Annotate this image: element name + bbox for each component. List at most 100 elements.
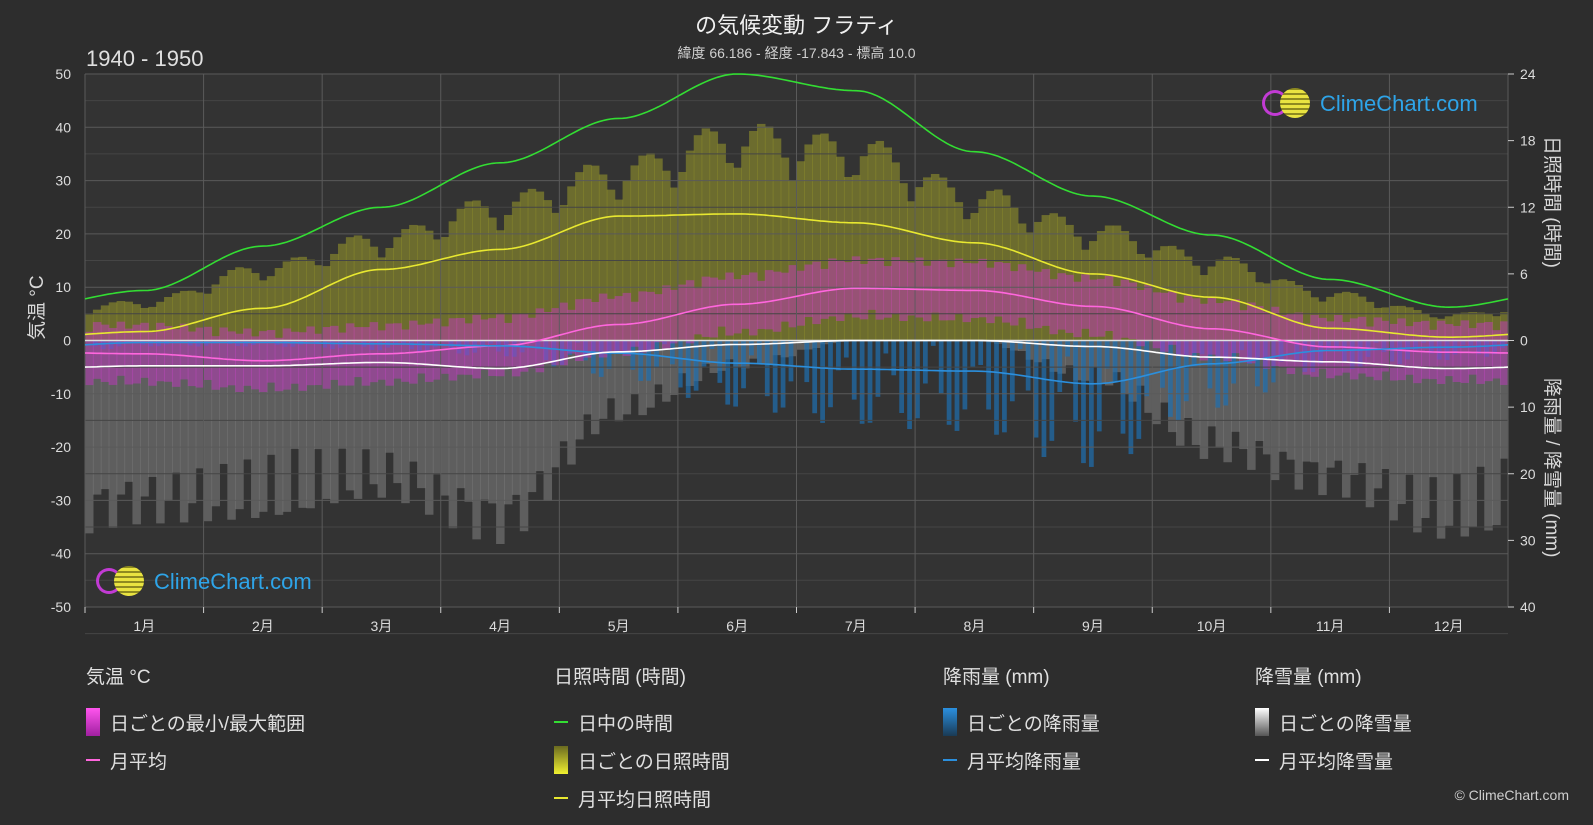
daily-snow-bar [622,340,632,415]
daily-temp-range-bar [788,265,798,328]
daily-rain-bar [1009,340,1015,402]
legend-item: 日ごとの最小/最大範囲 [86,703,305,741]
daily-temp-range-bar [1112,286,1122,341]
legend-label: 日ごとの日照時間 [578,751,730,773]
daily-rain-bar [1096,340,1102,432]
logo-bottom[interactable]: ClimeChart.com [96,566,312,598]
daily-snow-bar [330,340,339,504]
daily-rain-bar [1500,340,1505,348]
daily-sunshine-bar [1160,246,1169,341]
daily-rain-bar [772,340,778,413]
daily-sunshine-bar [1373,307,1383,341]
daily-sunshine-bar [891,162,900,341]
series-line-rain-avg [84,341,1509,385]
daily-sunshine-bar [393,237,402,341]
daily-temp-range-bar [1065,274,1074,333]
copyright[interactable]: © ClimeChart.com [1454,787,1569,803]
daily-snow-bar [1286,340,1296,460]
daily-rain-bar [1294,340,1300,362]
daily-rain-bar [899,340,905,414]
daily-sunshine-bar [1009,207,1019,341]
daily-temp-range-bar [432,318,442,380]
daily-snow-bar [1460,340,1470,537]
daily-sunshine-bar [496,230,505,341]
daily-sunshine-bar [1049,213,1058,341]
daily-temp-range-bar [1199,303,1209,361]
daily-rain-bar [883,340,889,354]
daily-snow-bar [1278,340,1288,452]
daily-temp-range-bar [361,327,371,386]
daily-snow-bar [472,340,481,540]
daily-sunshine-bar [867,144,877,341]
daily-sunshine-bar [654,158,663,341]
daily-snow-bar [266,340,276,455]
daily-snow-bar [345,340,355,491]
daily-rain-bar [1112,340,1118,382]
daily-rain-bar [598,340,604,377]
legend-item: 日ごとの降雨量 [943,703,1100,741]
daily-snow-bar [148,340,157,477]
daily-sunshine-bar [590,165,600,341]
logo-top[interactable]: ClimeChart.com [1262,88,1478,120]
daily-temp-range-bar [456,317,466,375]
daily-snow-bar [1239,340,1248,450]
daily-rain-bar [456,340,462,354]
daily-rain-bar [282,340,288,347]
climechart-logo-icon [96,566,148,598]
daily-sunshine-bar [946,187,956,341]
daily-sunshine-bar [1215,259,1224,341]
daily-rain-bar [662,340,667,345]
y-left-tick-label: 40 [55,119,71,135]
daily-sunshine-bar [1017,223,1027,341]
daily-sunshine-bar [164,296,173,341]
daily-rain-bar [1389,340,1395,362]
daily-snow-bar [116,340,126,495]
daily-temp-range-bar [1239,310,1248,363]
daily-sunshine-bar [614,199,624,341]
daily-snow-bar [590,340,600,435]
daily-sunshine-bar [1199,275,1209,341]
daily-snow-bar [1231,340,1240,432]
daily-sunshine-bar [543,200,553,341]
daily-snow-bar [583,340,592,415]
daily-snow-bar [662,340,671,402]
daily-snow-bar [314,340,323,450]
daily-snow-bar [606,340,616,399]
daily-rain-bar [1326,340,1331,350]
daily-temp-range-bar [780,272,790,322]
daily-sunshine-bar [938,177,948,341]
daily-rain-bar [1057,340,1063,392]
daily-rain-bar [820,340,825,423]
series-line-daylight [84,73,1509,309]
legend-label: 月平均降雪量 [1279,751,1394,773]
daily-rain-bar [377,340,383,351]
daily-rain-bar [1168,340,1173,417]
daily-rain-bar [551,340,557,367]
daily-sunshine-bar [575,172,584,341]
daily-temp-range-bar [994,261,1003,317]
daily-snow-bar [440,340,450,496]
legend-swatch [1255,759,1269,761]
daily-snow-bar [496,340,505,545]
daily-snow-bar [464,340,473,502]
daily-sunshine-bar [377,257,387,341]
daily-sunshine-bar [1428,317,1438,341]
daily-snow-bar [1373,340,1383,489]
daily-rain-bar [1373,340,1379,343]
daily-rain-bar [567,340,572,355]
chart-title: の気候変動 フラティ [695,13,898,38]
daily-sunshine-bar [227,269,236,341]
daily-temp-range-bar [85,331,94,386]
legend-label: 月平均 [110,751,168,773]
daily-rain-bar [583,340,588,361]
daily-snow-bar [92,340,102,495]
daily-rain-bar [1310,340,1316,373]
daily-sunshine-bar [638,155,647,341]
daily-temp-range-bar [1144,284,1153,341]
daily-sunshine-bar [1278,279,1288,341]
daily-rain-bar [812,340,818,414]
daily-rain-bar [448,340,454,348]
daily-temp-range-bar [203,326,213,380]
daily-sunshine-bar [488,217,497,341]
daily-rain-bar [1476,340,1482,355]
